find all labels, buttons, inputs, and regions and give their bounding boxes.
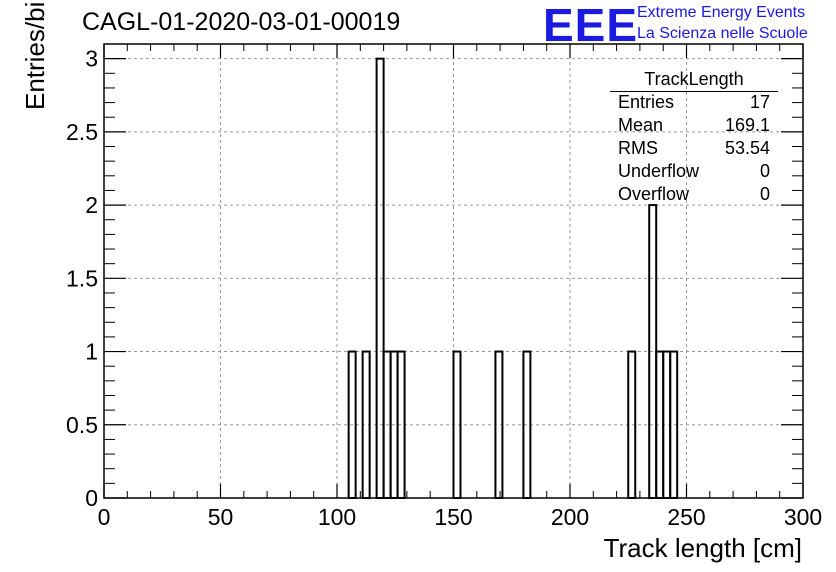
y-tick-label: 2 <box>85 192 98 218</box>
stats-row-entries: Entries 17 <box>618 92 770 115</box>
stats-row-rms: RMS 53.54 <box>618 138 770 161</box>
stats-value: 17 <box>749 92 770 112</box>
stats-box: TrackLength Entries 17 Mean 169.1 RMS 53… <box>610 69 778 209</box>
stats-label: Mean <box>618 115 664 135</box>
stats-label: Entries <box>618 92 675 112</box>
y-tick-label: 1 <box>85 339 98 365</box>
stats-label: Overflow <box>618 184 690 204</box>
x-tick-label: 50 <box>208 504 234 530</box>
y-tick-label: 0 <box>85 485 98 511</box>
stats-title: TrackLength <box>644 69 744 89</box>
logo-line-1: Extreme Energy Events <box>637 4 806 21</box>
x-axis-label: Track length [cm] <box>603 533 802 563</box>
x-tick-label: 250 <box>667 504 705 530</box>
axis-ticks <box>103 43 804 499</box>
logo-line-2: La Scienza nelle Scuole <box>637 25 808 42</box>
x-tick-label: 200 <box>551 504 589 530</box>
tick-labels: 0 50 100 150 200 250 300 0 0.5 1 1.5 2 2.5 3 <box>66 46 822 530</box>
stats-value: 169.1 <box>724 115 770 135</box>
stats-value: 0 <box>759 184 770 204</box>
stats-row-mean: Mean 169.1 <box>618 115 770 138</box>
stats-row-underflow: Underflow 0 <box>618 161 770 184</box>
chart-title: CAGL-01-2020-03-01-00019 <box>82 8 401 36</box>
stats-label: RMS <box>618 138 658 158</box>
stats-row-overflow: Overflow 0 <box>618 184 770 207</box>
eee-logo: EEE <box>543 0 639 51</box>
x-tick-label: 300 <box>784 504 822 530</box>
stats-label: Underflow <box>618 161 700 181</box>
y-tick-label: 2.5 <box>66 119 98 145</box>
y-axis-label: Entries/bin <box>20 0 50 110</box>
x-tick-label: 100 <box>318 504 356 530</box>
y-tick-label: 1.5 <box>66 265 98 291</box>
y-tick-label: 3 <box>85 46 98 72</box>
x-tick-label: 0 <box>98 504 111 530</box>
stats-value: 0 <box>759 161 770 181</box>
y-tick-label: 0.5 <box>66 412 98 438</box>
stats-divider <box>610 91 778 92</box>
x-tick-label: 150 <box>434 504 472 530</box>
stats-value: 53.54 <box>724 138 770 158</box>
